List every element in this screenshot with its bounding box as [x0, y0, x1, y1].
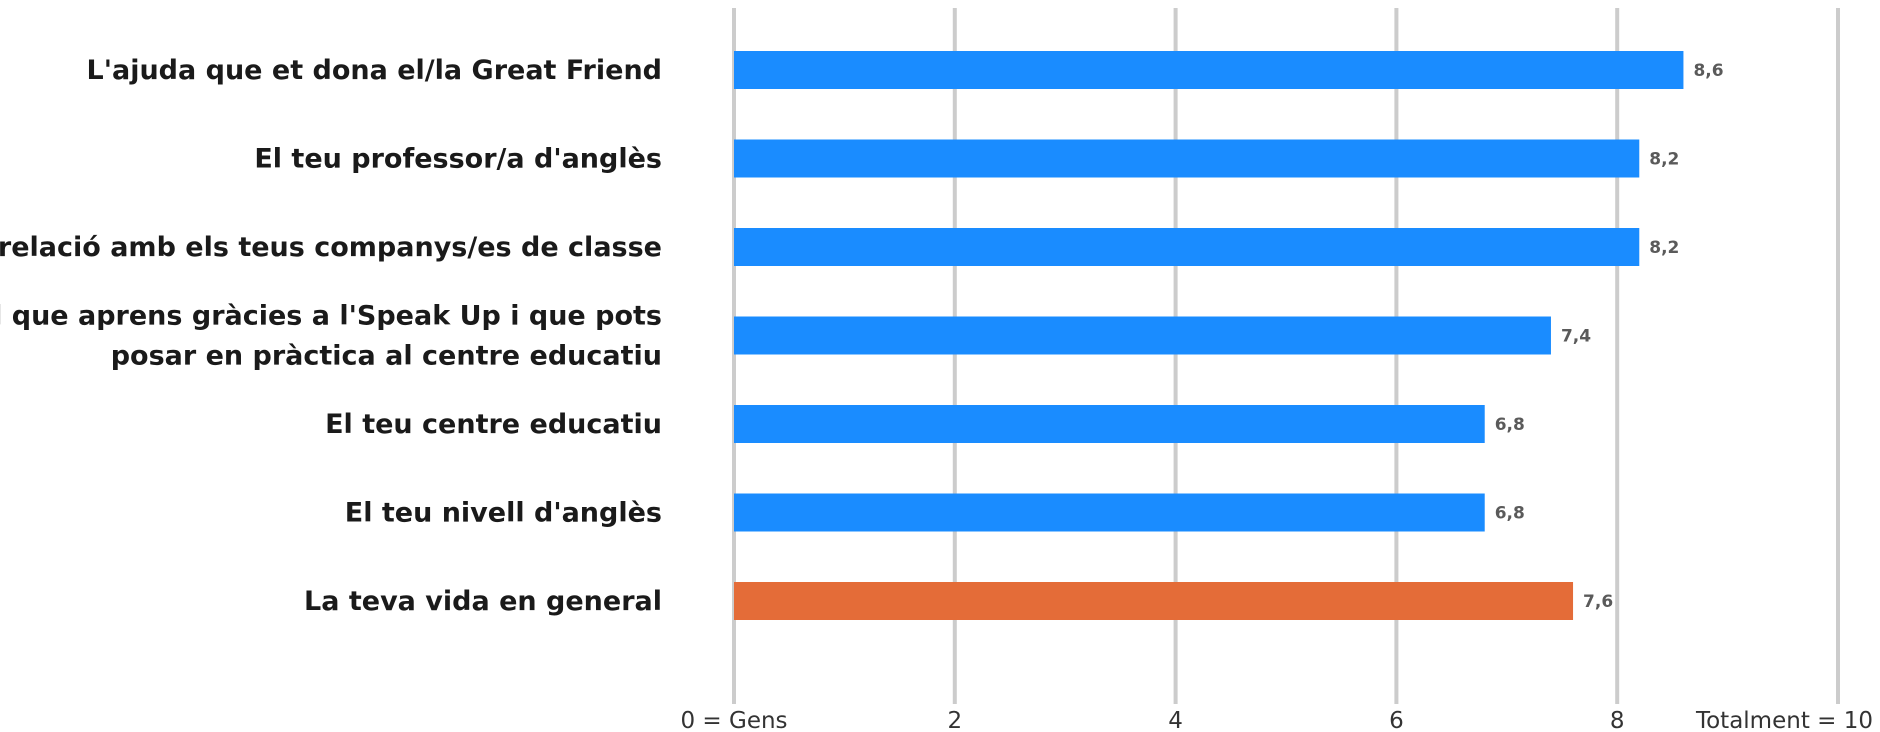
bar	[734, 582, 1574, 620]
category-labels: L'ajuda que et dona el/la Great Friend El…	[0, 55, 662, 617]
category-label: L'ajuda que et dona el/la Great Friend	[87, 55, 662, 86]
value-label: 7,4	[1561, 327, 1591, 347]
bar	[734, 228, 1640, 266]
tick-label: 0 = Gens	[680, 708, 787, 732]
tick-label: 8	[1610, 708, 1625, 732]
value-label: 6,8	[1495, 415, 1525, 435]
category-label: El teu professor/a d'anglès	[254, 144, 662, 175]
bar	[734, 405, 1485, 443]
value-label: 8,2	[1649, 238, 1679, 258]
category-label: El teu nivell d'anglès	[345, 498, 662, 529]
category-label: La teva vida en general	[304, 586, 662, 617]
bar	[734, 139, 1640, 178]
tick-label: 4	[1168, 708, 1183, 732]
value-label: 8,2	[1649, 150, 1679, 170]
tick-label: Totalment = 10	[1695, 708, 1873, 732]
bar	[734, 493, 1485, 532]
tick-label: 2	[947, 708, 962, 732]
category-label: El teu centre educatiu	[325, 409, 662, 440]
category-label: La relació amb els teus companys/es de c…	[0, 232, 662, 263]
x-axis-tick-labels: 0 = Gens 2 4 6 8 Totalment = 10	[680, 708, 1873, 732]
bars	[734, 51, 1684, 620]
category-label: El que aprens gràcies a l'Speak Up i que…	[0, 301, 662, 372]
value-labels: 8,6 8,2 8,2 7,4 6,8 6,8 7,6	[1495, 61, 1724, 612]
value-label: 8,6	[1693, 61, 1723, 81]
tick-label: 6	[1389, 708, 1404, 732]
bar	[734, 51, 1684, 89]
value-label: 6,8	[1495, 504, 1525, 524]
bar	[734, 316, 1551, 355]
value-label: 7,6	[1583, 592, 1613, 612]
